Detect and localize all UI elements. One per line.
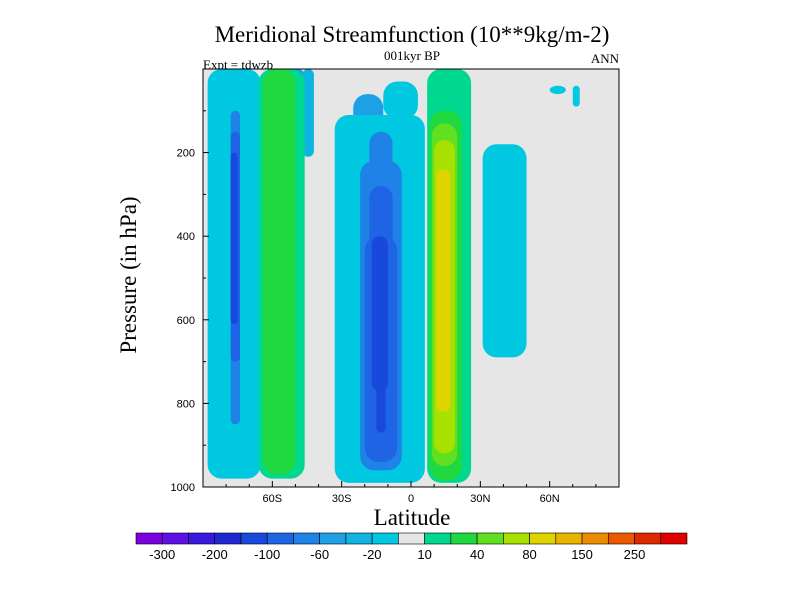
x-tick-label: 60S (263, 493, 283, 505)
colorbar-swatch (555, 532, 583, 545)
colorbar-swatch (424, 532, 452, 545)
colorbar-swatch (660, 532, 688, 545)
y-axis: 200 400 600 800 1000 (171, 110, 209, 494)
colorbar-swatch (188, 532, 216, 545)
contour-region (549, 85, 566, 95)
colorbar-swatch (345, 532, 373, 545)
plot-area: 60S 30S 0 30N 60N 200 400 600 800 1000 (171, 68, 620, 505)
colorbar-swatch (450, 532, 478, 545)
contour-region (263, 69, 296, 475)
colorbar-label: 40 (470, 547, 484, 562)
y-tick-label: 200 (177, 148, 195, 160)
chart-subtitle: 001kyr BP (384, 48, 440, 63)
y-tick-label: 1000 (171, 482, 195, 494)
colorbar-swatch (634, 532, 662, 545)
x-tick-label: 60N (540, 493, 560, 505)
colorbar-swatch (476, 532, 504, 545)
x-axis: 60S 30S 0 30N 60N (225, 481, 597, 505)
chart-title: Meridional Streamfunction (10**9kg/m-2) (215, 22, 610, 47)
colorbar-swatch (214, 532, 242, 545)
contour-region (436, 169, 451, 412)
colorbar-label: 150 (571, 547, 593, 562)
colorbar-swatch (319, 532, 347, 545)
colorbar-swatch (293, 532, 320, 545)
colorbar: -300 -200 -100 -60 -20 10 40 80 150 250 (135, 532, 688, 562)
colorbar-swatch (161, 532, 189, 545)
y-tick-label: 400 (177, 231, 195, 243)
colorbar-label: 10 (417, 547, 431, 562)
contour-region (383, 81, 418, 120)
x-tick-label: 30N (470, 493, 490, 505)
colorbar-swatch (581, 532, 609, 545)
x-tick-label: 0 (408, 493, 414, 505)
colorbar-swatch (503, 532, 530, 545)
colorbar-label: -300 (149, 547, 175, 562)
experiment-label: Expt = tdwzb (203, 57, 273, 72)
colorbar-swatch (240, 532, 268, 545)
colorbar-swatch (135, 532, 163, 545)
colorbar-label: -60 (310, 547, 329, 562)
colorbar-swatch (529, 532, 557, 545)
x-axis-label: Latitude (374, 505, 451, 530)
colorbar-swatch (607, 532, 635, 545)
colorbar-swatch (266, 532, 294, 545)
x-tick-label: 30S (332, 493, 352, 505)
colorbar-label: -20 (363, 547, 382, 562)
contour-region (230, 152, 238, 324)
y-axis-label: Pressure (in hPa) (116, 196, 141, 353)
colorbar-swatch (398, 532, 425, 545)
y-tick-label: 800 (177, 398, 195, 410)
colorbar-label: -100 (254, 547, 280, 562)
colorbar-label: -200 (202, 547, 228, 562)
contour-region (302, 69, 314, 157)
y-tick-label: 600 (177, 315, 195, 327)
colorbar-swatch (371, 532, 399, 545)
colorbar-label: 80 (522, 547, 536, 562)
contour-region (482, 144, 527, 358)
contour-region (572, 85, 580, 107)
contour-fills (207, 69, 580, 483)
season-label: ANN (591, 51, 620, 66)
contour-region (376, 340, 386, 433)
colorbar-label: 250 (624, 547, 646, 562)
